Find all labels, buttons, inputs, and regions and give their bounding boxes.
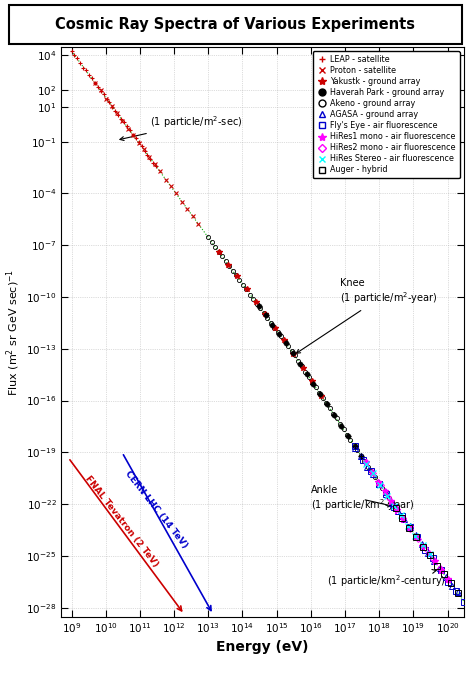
Text: Cosmic Ray Spectra of Various Experiments: Cosmic Ray Spectra of Various Experiment… xyxy=(56,17,415,32)
Text: (1 particle/km$^2$-century): (1 particle/km$^2$-century) xyxy=(327,570,446,589)
Text: (1 particle/m$^2$-sec): (1 particle/m$^2$-sec) xyxy=(120,115,243,140)
Text: Ankle
(1 particle/km$^2$-year): Ankle (1 particle/km$^2$-year) xyxy=(311,485,414,514)
Y-axis label: Flux (m$^2$ sr GeV sec)$^{-1}$: Flux (m$^2$ sr GeV sec)$^{-1}$ xyxy=(4,268,22,396)
Text: Knee
(1 particle/m$^2$-year): Knee (1 particle/m$^2$-year) xyxy=(296,278,438,353)
FancyBboxPatch shape xyxy=(9,5,462,44)
X-axis label: Energy (eV): Energy (eV) xyxy=(216,640,309,654)
Text: CERN LHC (14 TeV): CERN LHC (14 TeV) xyxy=(123,469,189,550)
Legend: LEAP - satellite, Proton - satellite, Yakustk - ground array, Haverah Park - gro: LEAP - satellite, Proton - satellite, Ya… xyxy=(313,51,460,179)
Text: FNAL Tevatron (2 TeV): FNAL Tevatron (2 TeV) xyxy=(84,474,161,569)
